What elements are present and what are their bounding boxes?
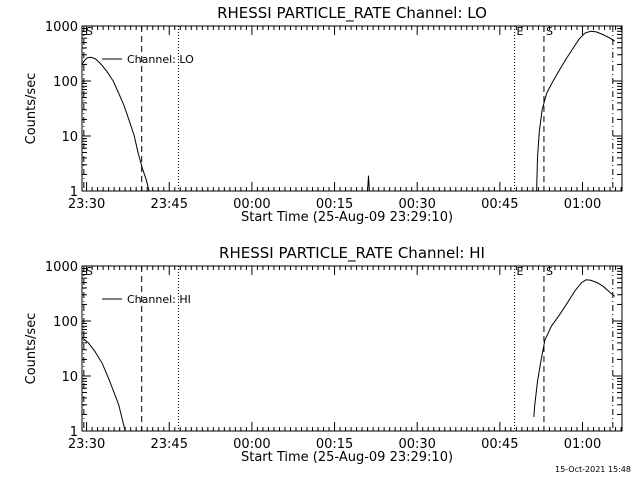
x-tick-label: 00:00 (233, 197, 270, 212)
y-tick-label: 1000 (45, 20, 78, 35)
x-tick-label: 00:15 (316, 197, 353, 212)
legend-label: Channel: HI (127, 293, 191, 306)
event-marker-label: S (86, 25, 93, 38)
chart-title: RHESSI PARTICLE_RATE Channel: HI (219, 244, 485, 263)
x-tick-label: 00:00 (233, 437, 270, 452)
series-line (81, 56, 150, 192)
y-tick-label: 1 (70, 185, 78, 200)
y-tick-label: 10 (61, 370, 78, 385)
y-tick-label: 1 (70, 425, 78, 440)
x-axis-label: Start Time (25-Aug-09 23:29:10) (241, 210, 453, 225)
legend-label: Channel: LO (127, 53, 194, 66)
plot-frame (81, 25, 623, 192)
y-tick-label: 1000 (45, 260, 78, 275)
x-tick-label: 00:15 (316, 437, 353, 452)
event-marker-label: E (517, 265, 524, 278)
series-line (367, 175, 370, 192)
series-line (81, 337, 126, 432)
footer-stamp: 15-Oct-2021 15:48 (555, 465, 631, 474)
x-tick-label: 00:30 (398, 437, 435, 452)
y-axis-label: Counts/sec (24, 73, 39, 145)
y-tick-label: 10 (61, 130, 78, 145)
x-tick-label: 00:45 (481, 437, 518, 452)
y-tick-label: 100 (53, 75, 78, 90)
event-marker-label: S (546, 25, 553, 38)
event-marker-label: S (546, 265, 553, 278)
x-tick-label: 00:30 (398, 197, 435, 212)
x-tick-label: 23:30 (68, 437, 105, 452)
event-marker-label: E (517, 25, 524, 38)
series-line (536, 30, 615, 192)
chart-panel-1: RHESSI PARTICLE_RATE Channel: LO 1 10 100 10… (24, 4, 623, 225)
x-tick-label: 23:45 (151, 437, 188, 452)
x-tick-label: 01:00 (564, 197, 601, 212)
x-tick-label: 23:45 (151, 197, 188, 212)
y-tick-label: 100 (53, 315, 78, 330)
chart-panel-2: RHESSI PARTICLE_RATE Channel: HI 1 10 100 10… (24, 244, 623, 465)
series-line (533, 279, 616, 418)
x-tick-label: 00:45 (481, 197, 518, 212)
x-axis-label: Start Time (25-Aug-09 23:29:10) (241, 450, 453, 465)
y-axis-label: Counts/sec (24, 313, 39, 385)
chart-title: RHESSI PARTICLE_RATE Channel: LO (217, 4, 487, 23)
plot-frame (81, 265, 623, 432)
x-tick-label: 23:30 (68, 197, 105, 212)
x-tick-label: 01:00 (564, 437, 601, 452)
event-marker-label: S (86, 265, 93, 278)
